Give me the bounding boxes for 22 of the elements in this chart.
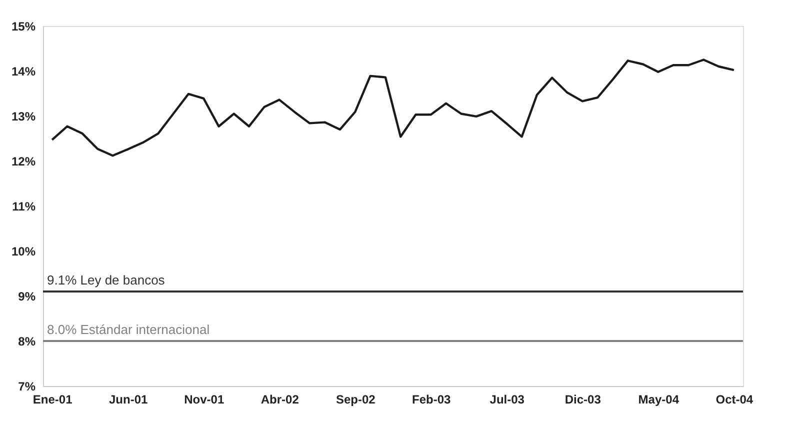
ref-line-label: 9.1% Ley de bancos <box>47 272 166 288</box>
y-tick-label: 11% <box>12 200 36 214</box>
x-tick-label: Jun-01 <box>109 392 148 406</box>
y-tick-label: 14% <box>11 64 36 78</box>
y-tick-label: 15% <box>11 20 36 34</box>
ref-line-label: 8.0% Estándar internacional <box>47 322 210 337</box>
x-tick-label: Sep-02 <box>336 392 376 406</box>
y-tick-label: 8% <box>18 334 36 348</box>
x-tick-label: Dic-03 <box>564 392 602 406</box>
line-series <box>50 58 736 157</box>
x-tick-label: Abr-02 <box>260 392 300 406</box>
y-tick-label: 9% <box>18 290 36 304</box>
y-tick-label: 12% <box>11 154 36 168</box>
x-tick-label: May-04 <box>638 392 680 406</box>
x-tick-label: Oct-04 <box>716 392 754 406</box>
x-tick-label: Jul-03 <box>490 392 525 406</box>
y-tick-label: 7% <box>18 380 36 394</box>
y-tick-label: 10% <box>11 244 36 258</box>
y-tick-label: 13% <box>11 110 36 124</box>
x-tick-label: Nov-01 <box>184 392 224 406</box>
x-tick-label: Feb-03 <box>412 392 452 406</box>
x-tick-label: Ene-01 <box>32 392 73 406</box>
